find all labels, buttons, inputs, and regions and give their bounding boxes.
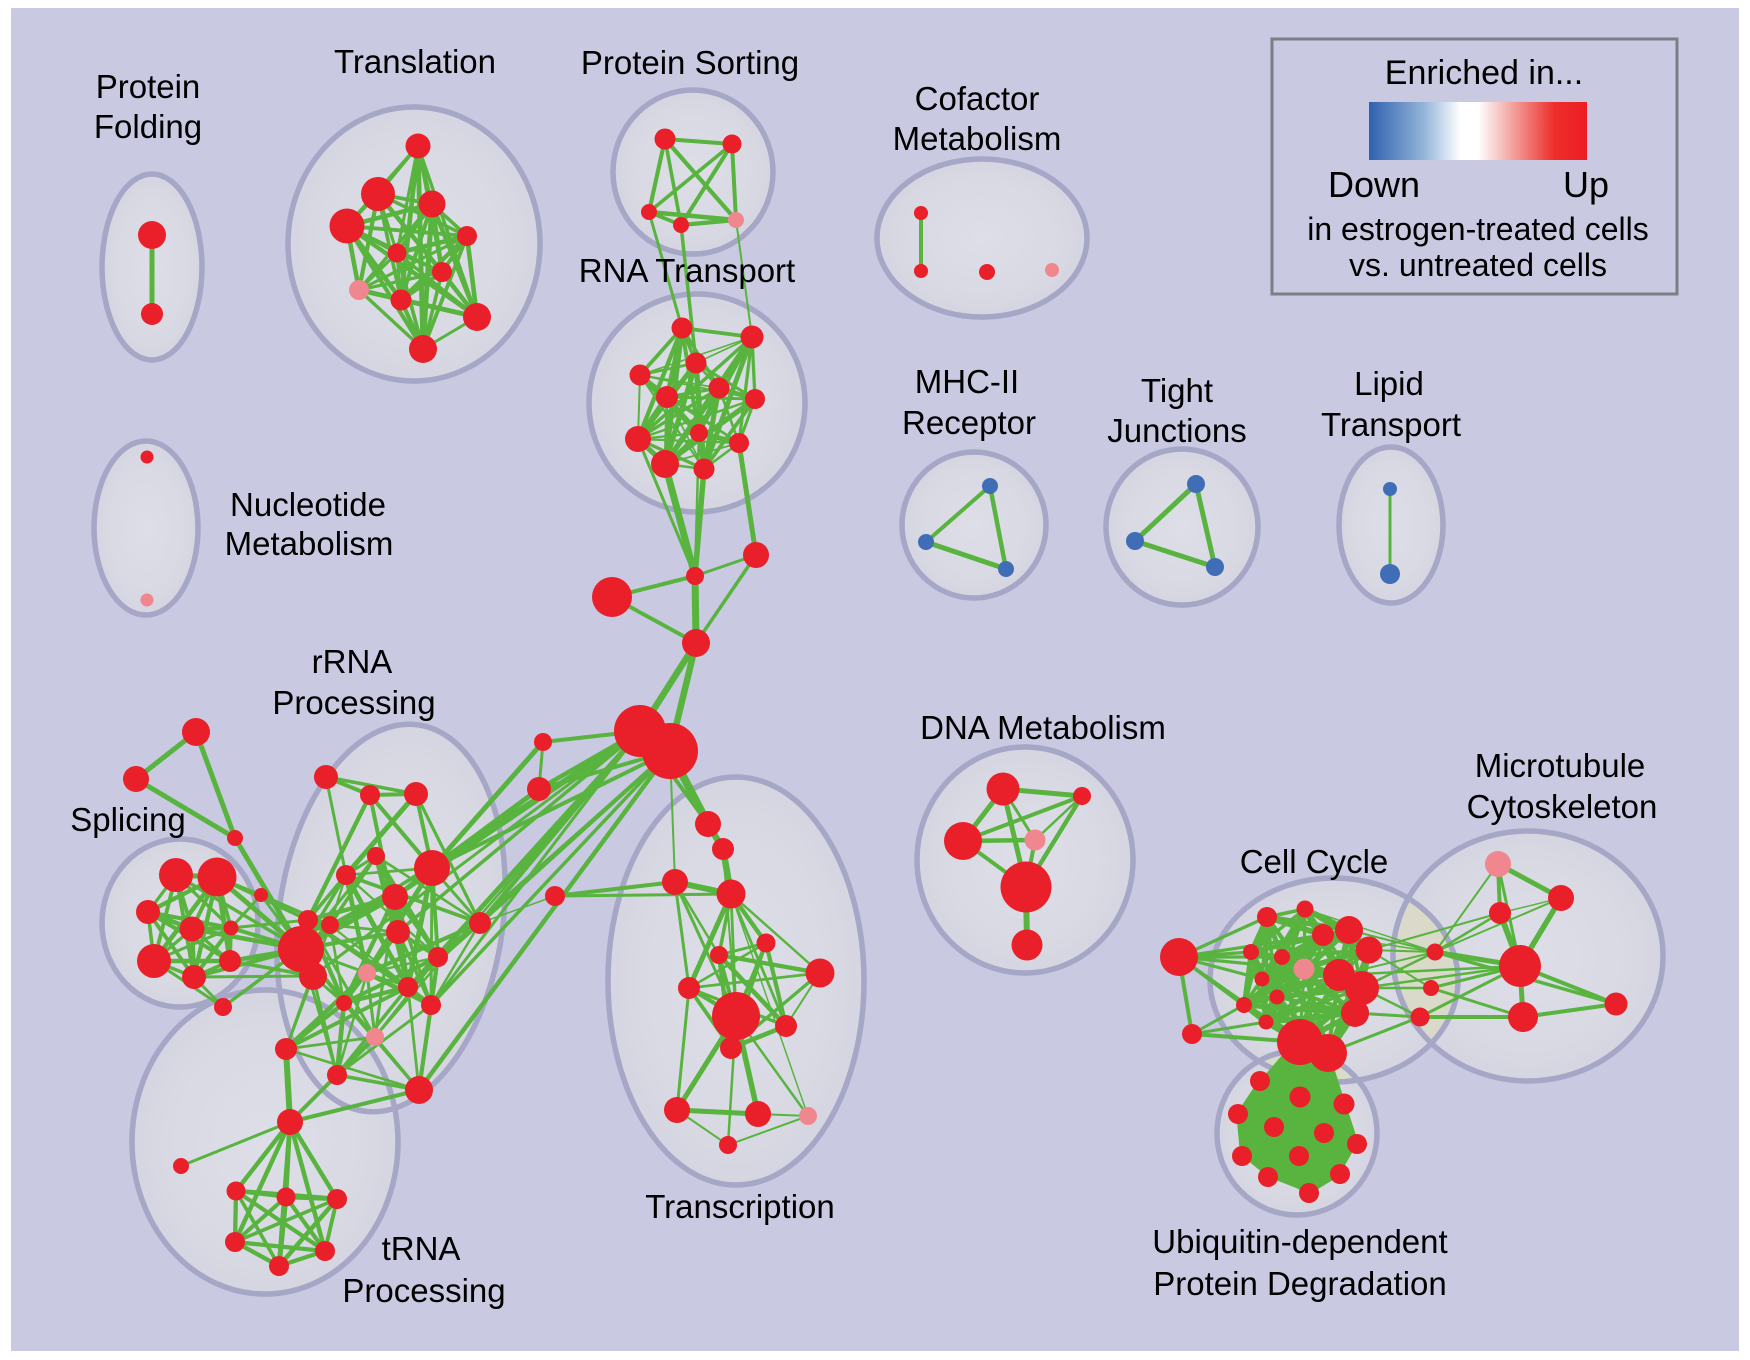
svg-text:Cofactor: Cofactor — [915, 80, 1040, 117]
svg-text:MHC-II: MHC-II — [915, 363, 1019, 400]
svg-text:Tight: Tight — [1141, 372, 1213, 409]
svg-text:Folding: Folding — [94, 108, 202, 145]
svg-text:Protein Degradation: Protein Degradation — [1153, 1265, 1447, 1302]
svg-text:Transcription: Transcription — [645, 1188, 835, 1225]
svg-text:Translation: Translation — [334, 43, 496, 80]
svg-text:Lipid: Lipid — [1354, 365, 1424, 402]
svg-text:Down: Down — [1328, 164, 1420, 205]
svg-text:Processing: Processing — [342, 1272, 505, 1309]
svg-text:Microtubule: Microtubule — [1475, 747, 1646, 784]
svg-text:Protein: Protein — [96, 68, 201, 105]
svg-text:in estrogen-treated cells: in estrogen-treated cells — [1307, 211, 1649, 247]
svg-text:Up: Up — [1563, 164, 1609, 205]
svg-text:Ubiquitin-dependent: Ubiquitin-dependent — [1152, 1223, 1447, 1260]
svg-text:Processing: Processing — [272, 684, 435, 721]
svg-text:Cytoskeleton: Cytoskeleton — [1467, 788, 1658, 825]
svg-text:vs. untreated cells: vs. untreated cells — [1349, 247, 1607, 283]
svg-text:Protein Sorting: Protein Sorting — [581, 44, 799, 81]
svg-text:Splicing: Splicing — [70, 801, 186, 838]
svg-text:DNA Metabolism: DNA Metabolism — [920, 709, 1166, 746]
svg-text:Metabolism: Metabolism — [893, 120, 1062, 157]
svg-text:Enriched in...: Enriched in... — [1385, 54, 1583, 92]
svg-text:Junctions: Junctions — [1107, 412, 1246, 449]
svg-text:Cell Cycle: Cell Cycle — [1240, 843, 1389, 880]
svg-text:Transport: Transport — [1321, 406, 1461, 443]
svg-text:Metabolism: Metabolism — [225, 525, 394, 562]
svg-text:RNA Transport: RNA Transport — [579, 252, 795, 289]
svg-text:Receptor: Receptor — [902, 404, 1036, 441]
svg-text:tRNA: tRNA — [382, 1230, 461, 1267]
svg-text:Nucleotide: Nucleotide — [230, 486, 386, 523]
svg-text:rRNA: rRNA — [312, 643, 393, 680]
